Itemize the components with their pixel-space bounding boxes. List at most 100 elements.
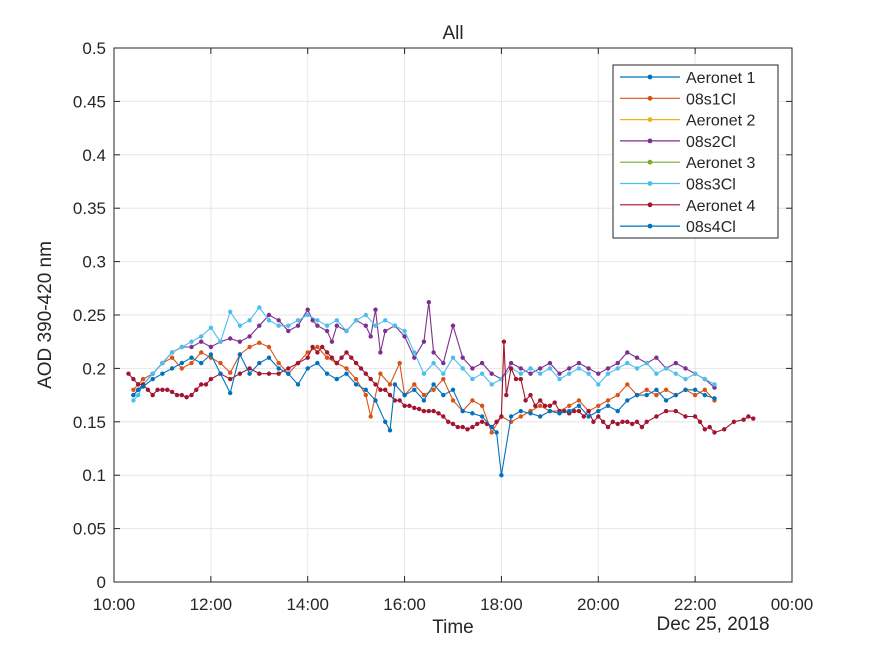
data-point bbox=[266, 312, 272, 318]
data-point bbox=[136, 392, 141, 398]
data-point bbox=[373, 307, 378, 312]
data-point bbox=[237, 352, 243, 357]
x-tick-label: 16:00 bbox=[383, 595, 426, 614]
data-point bbox=[334, 376, 339, 382]
data-point bbox=[208, 352, 214, 357]
data-point bbox=[295, 360, 301, 366]
data-point bbox=[596, 414, 601, 419]
data-point bbox=[257, 371, 262, 376]
data-point bbox=[639, 424, 645, 430]
data-point bbox=[194, 387, 199, 392]
data-point bbox=[596, 403, 601, 408]
data-point bbox=[421, 398, 427, 403]
data-point bbox=[169, 350, 175, 355]
data-point bbox=[663, 398, 669, 403]
data-point bbox=[358, 366, 364, 371]
data-point bbox=[353, 382, 359, 387]
data-point bbox=[373, 382, 378, 387]
data-point bbox=[615, 392, 620, 398]
data-point bbox=[228, 390, 233, 396]
data-point bbox=[625, 398, 630, 403]
data-point bbox=[504, 392, 509, 398]
data-point bbox=[160, 360, 165, 366]
data-point bbox=[218, 360, 223, 366]
data-point bbox=[615, 366, 620, 371]
series-layer bbox=[126, 300, 756, 478]
data-point bbox=[644, 392, 649, 398]
data-point bbox=[383, 328, 388, 334]
data-point bbox=[450, 398, 456, 403]
data-point bbox=[518, 408, 523, 414]
data-point bbox=[324, 328, 330, 334]
data-point bbox=[363, 312, 368, 318]
data-point bbox=[199, 360, 204, 366]
data-point bbox=[208, 376, 214, 382]
data-point bbox=[683, 414, 688, 419]
data-point bbox=[324, 323, 330, 328]
data-point bbox=[518, 376, 523, 382]
data-point bbox=[373, 323, 378, 328]
x-tick-label: 00:00 bbox=[771, 595, 814, 614]
data-point bbox=[479, 371, 485, 376]
data-point bbox=[339, 355, 344, 360]
data-point bbox=[673, 360, 678, 366]
data-point bbox=[179, 366, 184, 371]
data-point bbox=[353, 360, 359, 366]
data-point bbox=[421, 339, 427, 344]
data-point bbox=[533, 403, 538, 408]
data-point bbox=[378, 350, 383, 355]
data-point bbox=[397, 398, 402, 403]
data-point bbox=[295, 318, 301, 323]
data-point bbox=[392, 323, 398, 328]
data-point bbox=[295, 382, 301, 387]
data-point bbox=[387, 428, 393, 433]
data-point bbox=[683, 366, 688, 371]
data-point bbox=[605, 424, 611, 430]
legend-label: Aeronet 3 bbox=[686, 155, 755, 172]
data-point bbox=[150, 376, 155, 382]
data-point bbox=[644, 419, 649, 424]
data-point bbox=[402, 392, 407, 398]
data-point bbox=[247, 371, 252, 376]
data-point bbox=[247, 366, 252, 371]
data-point bbox=[600, 419, 606, 424]
data-point bbox=[702, 427, 707, 432]
data-point bbox=[450, 355, 456, 360]
data-point bbox=[315, 318, 320, 323]
data-point bbox=[663, 366, 669, 371]
data-point bbox=[446, 419, 451, 424]
data-point bbox=[145, 387, 151, 392]
x-tick-label: 20:00 bbox=[577, 595, 620, 614]
legend-marker bbox=[647, 159, 653, 165]
data-point bbox=[237, 371, 243, 376]
data-point bbox=[286, 371, 291, 376]
data-point bbox=[465, 427, 470, 432]
data-point bbox=[276, 360, 281, 366]
data-point bbox=[402, 334, 407, 339]
data-point bbox=[644, 360, 649, 366]
data-point bbox=[460, 355, 465, 360]
data-point bbox=[189, 392, 194, 398]
data-point bbox=[286, 328, 291, 334]
data-point bbox=[305, 366, 310, 371]
data-point bbox=[310, 318, 315, 323]
data-point bbox=[436, 411, 441, 416]
y-tick-label: 0.45 bbox=[73, 92, 106, 111]
data-point bbox=[518, 371, 523, 376]
y-axis-title: AOD 390-420 nm bbox=[35, 241, 56, 389]
data-point bbox=[320, 344, 325, 350]
data-point bbox=[276, 371, 281, 376]
legend-marker bbox=[647, 74, 653, 80]
data-point bbox=[387, 382, 393, 387]
data-point bbox=[324, 371, 330, 376]
data-point bbox=[508, 366, 514, 371]
data-point bbox=[286, 366, 291, 371]
data-point bbox=[140, 384, 146, 389]
data-point bbox=[208, 344, 214, 350]
data-point bbox=[644, 387, 649, 392]
data-point bbox=[475, 421, 480, 427]
data-point bbox=[576, 398, 582, 403]
series-line bbox=[132, 353, 715, 476]
y-tick-label: 0.5 bbox=[82, 39, 106, 58]
y-tick-label: 0.25 bbox=[73, 306, 106, 325]
